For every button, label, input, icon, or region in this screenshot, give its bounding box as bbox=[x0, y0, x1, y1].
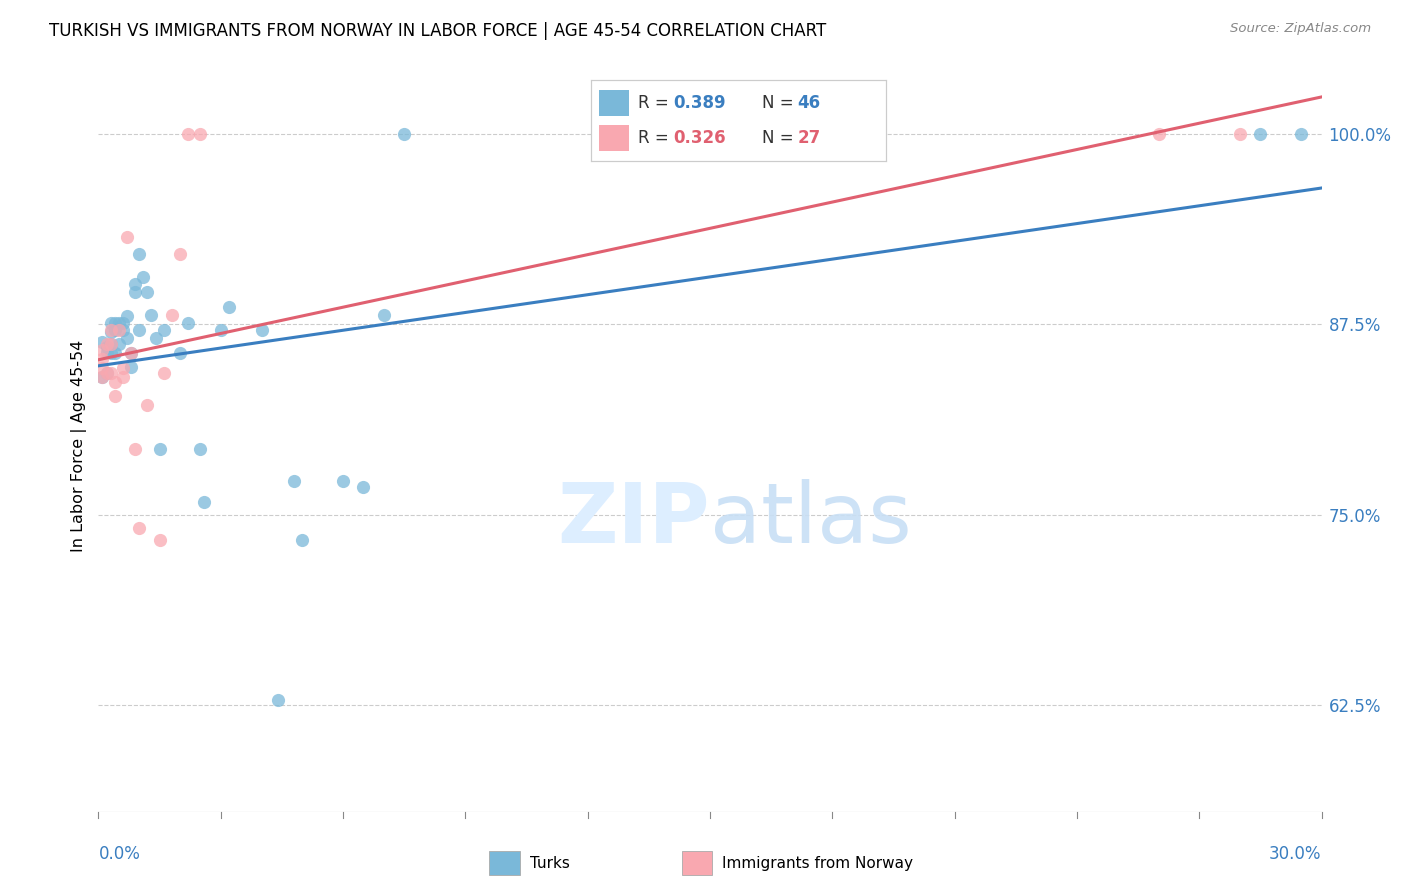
Point bbox=[111, 316, 134, 330]
Point bbox=[283, 474, 305, 488]
Point bbox=[193, 495, 215, 509]
Point bbox=[177, 316, 200, 330]
Point bbox=[91, 343, 114, 357]
Point bbox=[120, 346, 142, 360]
Point bbox=[124, 277, 146, 292]
Point bbox=[96, 344, 118, 359]
Point bbox=[100, 337, 122, 351]
Point bbox=[152, 323, 174, 337]
Point bbox=[104, 375, 127, 389]
Text: 0.389: 0.389 bbox=[673, 94, 725, 112]
Point bbox=[100, 316, 122, 330]
Point bbox=[373, 308, 395, 322]
Point bbox=[128, 521, 150, 535]
Point bbox=[169, 247, 191, 261]
Point bbox=[177, 127, 200, 141]
Point bbox=[188, 442, 212, 456]
Point bbox=[136, 398, 159, 412]
Point bbox=[104, 323, 127, 337]
Text: 27: 27 bbox=[797, 129, 821, 147]
Point bbox=[111, 361, 134, 376]
Point bbox=[132, 269, 155, 284]
Bar bbox=[489, 851, 520, 875]
Point bbox=[96, 366, 118, 380]
Text: TURKISH VS IMMIGRANTS FROM NORWAY IN LABOR FORCE | AGE 45-54 CORRELATION CHART: TURKISH VS IMMIGRANTS FROM NORWAY IN LAB… bbox=[49, 22, 827, 40]
Point bbox=[188, 127, 212, 141]
Bar bbox=[682, 851, 711, 875]
Point bbox=[120, 346, 142, 360]
Text: Immigrants from Norway: Immigrants from Norway bbox=[723, 855, 912, 871]
Text: N =: N = bbox=[762, 94, 799, 112]
Text: Turks: Turks bbox=[530, 855, 569, 871]
Point bbox=[115, 230, 138, 244]
Point bbox=[1147, 127, 1170, 141]
Text: R =: R = bbox=[638, 129, 673, 147]
Point bbox=[124, 442, 146, 456]
Text: 30.0%: 30.0% bbox=[1270, 846, 1322, 863]
Point bbox=[128, 247, 150, 261]
Point bbox=[1249, 127, 1271, 141]
Point bbox=[124, 285, 146, 299]
Point bbox=[291, 533, 314, 548]
Point bbox=[149, 533, 172, 548]
Point bbox=[160, 308, 183, 322]
Text: 46: 46 bbox=[797, 94, 820, 112]
Point bbox=[120, 359, 142, 374]
Text: Source: ZipAtlas.com: Source: ZipAtlas.com bbox=[1230, 22, 1371, 36]
Point bbox=[108, 323, 131, 337]
Point bbox=[1291, 127, 1313, 141]
Text: ZIP: ZIP bbox=[558, 479, 710, 559]
Point bbox=[169, 346, 191, 360]
Text: 0.0%: 0.0% bbox=[98, 846, 141, 863]
Point bbox=[91, 361, 114, 376]
Point bbox=[115, 310, 138, 324]
Point bbox=[128, 323, 150, 337]
Bar bbox=[599, 125, 628, 151]
Point bbox=[267, 693, 290, 707]
Text: atlas: atlas bbox=[710, 479, 911, 559]
Point bbox=[149, 442, 172, 456]
Point bbox=[100, 346, 122, 360]
Point bbox=[108, 316, 131, 330]
Text: N =: N = bbox=[762, 129, 799, 147]
Point bbox=[100, 325, 122, 339]
Point bbox=[104, 346, 127, 360]
Point bbox=[218, 301, 240, 315]
Point bbox=[96, 366, 118, 380]
Point bbox=[115, 331, 138, 345]
Point bbox=[96, 337, 118, 351]
Point bbox=[392, 127, 416, 141]
Point bbox=[352, 480, 374, 494]
Point bbox=[209, 323, 232, 337]
Point bbox=[250, 323, 273, 337]
Point bbox=[136, 285, 159, 299]
Y-axis label: In Labor Force | Age 45-54: In Labor Force | Age 45-54 bbox=[72, 340, 87, 552]
Point bbox=[91, 335, 114, 350]
Point bbox=[332, 474, 354, 488]
Point bbox=[1229, 127, 1251, 141]
Point bbox=[104, 316, 127, 330]
Point bbox=[141, 308, 163, 322]
Point bbox=[100, 337, 122, 351]
Point bbox=[100, 366, 122, 380]
Point bbox=[91, 370, 114, 384]
Point bbox=[100, 323, 122, 337]
Point bbox=[111, 323, 134, 337]
Point bbox=[108, 337, 131, 351]
Bar bbox=[599, 90, 628, 116]
Text: R =: R = bbox=[638, 94, 673, 112]
Text: 0.326: 0.326 bbox=[673, 129, 725, 147]
Point bbox=[91, 352, 114, 367]
Point bbox=[91, 370, 114, 384]
Point bbox=[152, 366, 174, 380]
Point bbox=[96, 340, 118, 354]
Point bbox=[104, 389, 127, 403]
Point bbox=[111, 370, 134, 384]
Point bbox=[145, 331, 167, 345]
